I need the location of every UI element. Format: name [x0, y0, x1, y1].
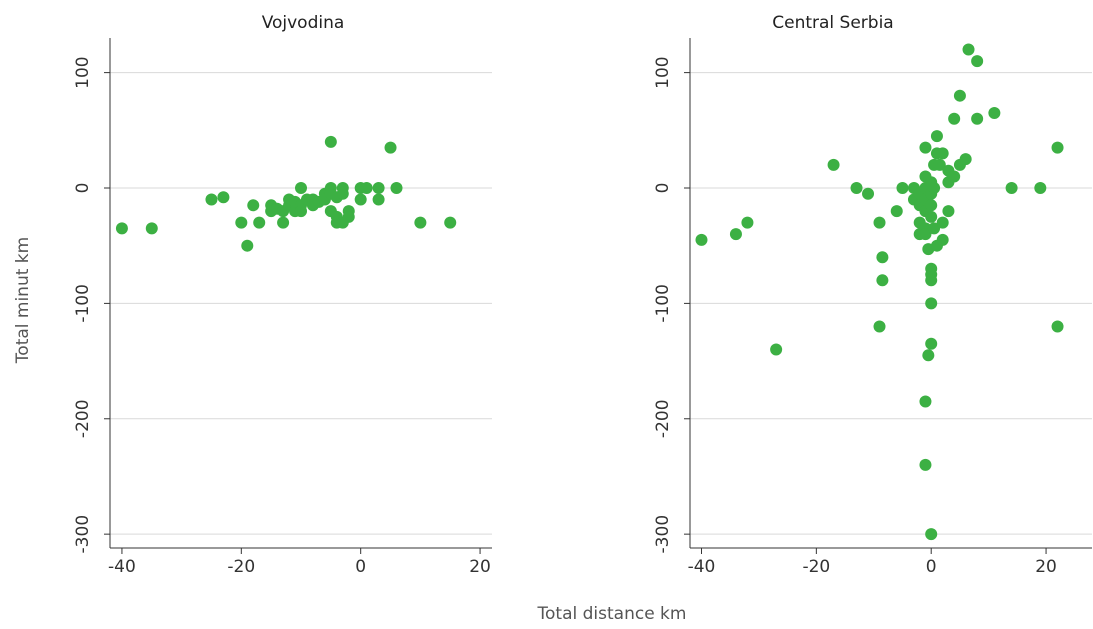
- panel-1-data-point: [277, 216, 290, 229]
- panel-2-data-point: [925, 337, 938, 350]
- panel-1-data-point: [247, 199, 260, 212]
- panel-1-data-point: [390, 182, 403, 194]
- panel-2-data-point: [933, 158, 946, 171]
- panel-2-data-point: [741, 216, 754, 229]
- x-axis-label: Total distance km: [537, 604, 687, 624]
- panel-2-data-point: [1005, 182, 1018, 194]
- panel-2-data-point: [925, 274, 938, 287]
- panel-1-data-point: [115, 222, 128, 235]
- y-axis-label: Total minut km: [13, 237, 33, 364]
- panel-2-y-tick-label: -100: [653, 284, 673, 323]
- panel-2-y-tick-label: -300: [653, 515, 673, 554]
- panel-1-x-tick-label: 20: [469, 557, 491, 577]
- panel-1-y-tick-label: 0: [73, 183, 93, 194]
- panel-2-data-point: [876, 274, 889, 287]
- panel-1-data-point: [354, 193, 367, 206]
- panel-1-title: Vojvodina: [262, 13, 345, 33]
- panel-2-y-tick-label: -200: [653, 399, 673, 438]
- panel-2-data-point: [1051, 320, 1064, 333]
- panel-1-x-tick-label: 0: [355, 557, 366, 577]
- panel-2-data-point: [928, 182, 941, 194]
- panel-2-data-point: [953, 89, 966, 102]
- panel-1-y-tick-label: -100: [73, 284, 93, 323]
- panel-2-y-tick-label: 100: [653, 56, 673, 88]
- panel-2-data-point: [948, 170, 961, 183]
- panel-2-data-point: [919, 141, 932, 154]
- panel-2-data-point: [919, 395, 932, 408]
- panel-2-data-point: [850, 182, 863, 194]
- panel-1-data-point: [444, 216, 457, 229]
- panel-1-y-tick-label: -200: [73, 399, 93, 438]
- panel-2-data-point: [770, 343, 783, 356]
- panel-2-x-tick-label: 20: [1035, 557, 1057, 577]
- panel-2-data-point: [925, 199, 938, 212]
- panel-1-data-point: [372, 182, 385, 194]
- panel-2-data-point: [988, 107, 1001, 119]
- panel-2-data-point: [925, 297, 938, 310]
- panel-2-data-point: [862, 187, 875, 200]
- panel-1-data-point: [145, 222, 158, 235]
- panel-2-data-point: [971, 112, 984, 125]
- panel-2-data-point: [925, 210, 938, 223]
- panel-2-data-point: [873, 320, 886, 333]
- panel-1-data-point: [205, 193, 218, 206]
- panel-1-data-point: [295, 205, 307, 218]
- panel-2-data-point: [729, 228, 742, 241]
- panel-2-x-tick-label: -40: [688, 557, 716, 577]
- panel-1-data-point: [235, 216, 248, 229]
- panel-2-data-point: [919, 228, 932, 241]
- panel-2-data-point: [936, 147, 949, 160]
- panel-2-data-point: [890, 205, 903, 218]
- panel-2-data-point: [1051, 141, 1064, 154]
- panel-1-data-point: [253, 216, 266, 229]
- panel-1-data-point: [217, 191, 230, 204]
- panel-2-data-point: [873, 216, 886, 229]
- panel-1-data-point: [384, 141, 397, 154]
- panel-2-data-point: [876, 251, 889, 264]
- panel-2-data-point: [1034, 182, 1047, 194]
- panel-2-data-point: [962, 43, 975, 56]
- panel-2-data-point: [925, 528, 938, 541]
- panel-1-y-tick-label: 100: [73, 56, 93, 88]
- panel-2-data-point: [942, 205, 955, 218]
- panel-2-data-point: [936, 216, 949, 229]
- panel-2-data-point: [928, 222, 941, 235]
- panel-2-data-point: [827, 158, 840, 171]
- panel-2-data-point: [959, 153, 972, 166]
- panel-1-y-tick-label: -300: [73, 515, 93, 554]
- panel-1-data-point: [324, 135, 337, 148]
- panel-2-data-point: [930, 130, 943, 143]
- panel-1-data-point: [414, 216, 427, 229]
- panel-1-data-point: [295, 182, 307, 194]
- panel-2-title: Central Serbia: [772, 13, 893, 33]
- panel-2-x-tick-label: -20: [802, 557, 830, 577]
- panel-1-data-point: [372, 193, 385, 206]
- panel-2-data-point: [896, 182, 909, 194]
- panel-1-data-point: [360, 182, 373, 194]
- panel-2-data-point: [695, 233, 708, 246]
- panel-1-x-tick-label: -40: [108, 557, 136, 577]
- panel-1-data-point: [342, 210, 355, 223]
- panel-2-x-tick-label: 0: [926, 557, 937, 577]
- panel-2-data-point: [919, 458, 932, 471]
- panel-2-data-point: [922, 349, 935, 362]
- panel-2-data-point: [971, 55, 984, 68]
- panel-2-data-point: [936, 233, 949, 246]
- panel-2-y-tick-label: 0: [653, 183, 673, 194]
- panel-1-x-tick-label: -20: [227, 557, 255, 577]
- panel-1-data-point: [241, 239, 254, 252]
- panel-2-data-point: [948, 112, 961, 125]
- panel-1-data-point: [336, 187, 349, 200]
